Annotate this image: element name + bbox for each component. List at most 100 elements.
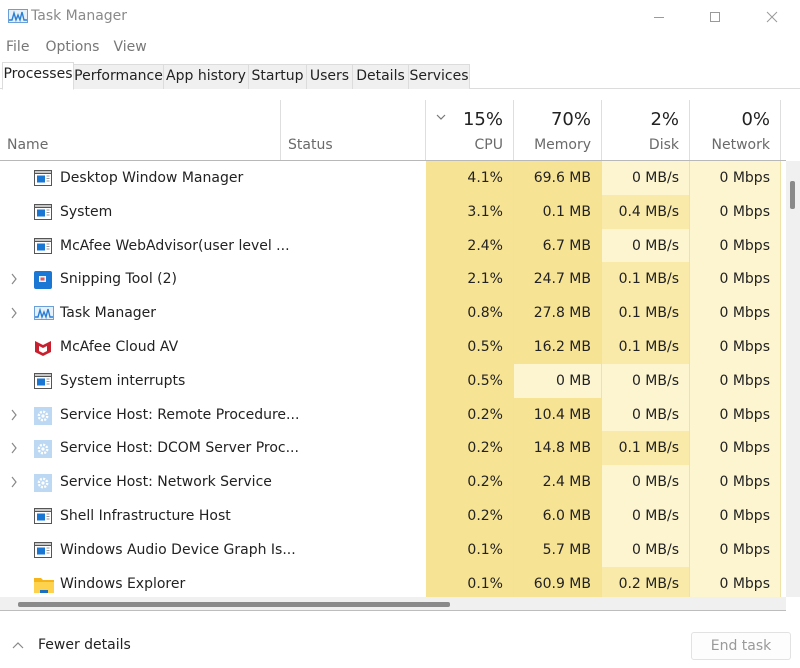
- process-cpu: 4.1%: [426, 161, 514, 195]
- chevron-right-icon[interactable]: [8, 273, 20, 285]
- process-network: 0 Mbps: [690, 363, 781, 398]
- vertical-scrollbar[interactable]: [786, 161, 800, 597]
- column-network[interactable]: 0% Network: [690, 100, 781, 160]
- process-cpu: 2.1%: [426, 262, 514, 297]
- process-name: Service Host: Network Service: [60, 474, 272, 491]
- column-cpu[interactable]: 15% CPU: [426, 100, 514, 160]
- close-button[interactable]: [749, 0, 795, 34]
- minimize-button[interactable]: [636, 0, 682, 34]
- maximize-button[interactable]: [692, 0, 738, 34]
- menu-view[interactable]: View: [113, 39, 147, 55]
- process-cpu: 2.4%: [426, 228, 514, 263]
- process-status: [281, 567, 426, 597]
- table-row[interactable]: Service Host: Remote Procedure... 0.2% 10.…: [0, 397, 786, 432]
- process-network: 0 Mbps: [690, 194, 781, 229]
- process-cpu: 0.2%: [426, 431, 514, 466]
- tab-details[interactable]: Details: [352, 64, 409, 89]
- process-name: Desktop Window Manager: [60, 170, 244, 186]
- chevron-right-icon[interactable]: [8, 476, 20, 488]
- maximize-icon: [710, 12, 720, 22]
- process-disk: 0 MB/s: [602, 499, 690, 533]
- column-status[interactable]: Status: [281, 100, 426, 160]
- table-row[interactable]: System 3.1% 0.1 MB 0.4 MB/s 0 Mbps: [0, 194, 786, 229]
- table-row[interactable]: Task Manager 0.8% 27.8 MB 0.1 MB/s 0 Mbps: [0, 296, 786, 331]
- task-manager-icon: [34, 305, 54, 321]
- process-network: 0 Mbps: [690, 532, 781, 567]
- column-memory[interactable]: 70% Memory: [514, 100, 602, 160]
- column-name[interactable]: Name: [0, 100, 281, 160]
- tab-processes[interactable]: Processes: [2, 62, 74, 90]
- table-row[interactable]: Service Host: DCOM Server Proc... 0.2% 14.…: [0, 431, 786, 466]
- chevron-right-icon[interactable]: [8, 442, 20, 454]
- chevron-right-icon[interactable]: [8, 409, 20, 421]
- process-name: Snipping Tool (2): [60, 271, 177, 288]
- process-status: [281, 364, 426, 398]
- horizontal-scrollbar[interactable]: [0, 597, 786, 611]
- process-status: [281, 533, 426, 567]
- process-status: [281, 499, 426, 533]
- tab-app-history[interactable]: App history: [163, 64, 249, 89]
- table-row[interactable]: Desktop Window Manager 4.1% 69.6 MB 0 MB/s 0…: [0, 161, 786, 195]
- menu-file[interactable]: File: [6, 39, 30, 55]
- tab-bar: Processes Performance App history Startu…: [0, 62, 800, 90]
- table-row[interactable]: Shell Infrastructure Host 0.2% 6.0 MB 0 MB/…: [0, 499, 786, 533]
- process-cpu: 0.5%: [426, 330, 514, 364]
- title-bar: Task Manager: [0, 0, 800, 34]
- gear-icon: [34, 440, 52, 459]
- snipping-tool-icon: [34, 271, 52, 290]
- footer: Fewer details End task: [0, 612, 800, 668]
- window-icon: [34, 508, 52, 524]
- window-icon: [34, 170, 52, 186]
- process-status: [281, 262, 426, 296]
- process-status: [281, 330, 426, 364]
- vertical-scroll-thumb[interactable]: [790, 181, 795, 209]
- window-icon: [34, 203, 52, 220]
- folder-icon: [34, 576, 54, 593]
- column-disk[interactable]: 2% Disk: [602, 100, 690, 160]
- process-network: 0 Mbps: [690, 296, 781, 331]
- process-cpu: 0.5%: [426, 363, 514, 398]
- cpu-total: 15%: [462, 109, 503, 130]
- process-cpu: 0.1%: [426, 532, 514, 567]
- table-row[interactable]: McAfee Cloud AV 0.5% 16.2 MB 0.1 MB/s 0 Mbps: [0, 330, 786, 364]
- process-memory: 24.7 MB: [514, 262, 602, 297]
- process-status: [281, 195, 426, 229]
- process-cpu: 0.1%: [426, 566, 514, 597]
- window-icon: [34, 541, 52, 558]
- table-row[interactable]: Service Host: Network Service 0.2% 2.4 MB 0…: [0, 465, 786, 500]
- end-task-button[interactable]: End task: [691, 632, 791, 660]
- process-cpu: 0.2%: [426, 397, 514, 432]
- table-row[interactable]: System interrupts 0.5% 0 MB 0 MB/s 0 Mbps: [0, 363, 786, 398]
- menu-options[interactable]: Options: [45, 39, 100, 55]
- column-network-label: Network: [711, 137, 770, 153]
- process-network: 0 Mbps: [690, 228, 781, 263]
- process-name: Service Host: DCOM Server Proc...: [60, 440, 299, 457]
- tab-performance[interactable]: Performance: [73, 64, 164, 89]
- table-row[interactable]: Windows Audio Device Graph Is... 0.1% 5.7 …: [0, 532, 786, 567]
- process-status: [281, 398, 426, 432]
- process-status: [281, 161, 426, 195]
- process-name: McAfee WebAdvisor(user level ...: [60, 237, 290, 254]
- process-disk: 0.2 MB/s: [602, 566, 690, 597]
- horizontal-scroll-thumb[interactable]: [18, 602, 450, 607]
- process-memory: 0.1 MB: [514, 194, 602, 229]
- table-row[interactable]: Windows Explorer 0.1% 60.9 MB 0.2 MB/s 0 Mbp…: [0, 566, 786, 597]
- task-manager-icon: [8, 9, 28, 23]
- process-network: 0 Mbps: [690, 262, 781, 297]
- tab-startup[interactable]: Startup: [248, 64, 307, 89]
- table-row[interactable]: Snipping Tool (2) 2.1% 24.7 MB 0.1 MB/s 0 Mb…: [0, 262, 786, 297]
- tab-services[interactable]: Services: [408, 64, 470, 89]
- process-name: System interrupts: [60, 372, 186, 389]
- fewer-details-button[interactable]: Fewer details: [12, 637, 131, 653]
- process-disk: 0 MB/s: [602, 363, 690, 398]
- process-network: 0 Mbps: [690, 465, 781, 500]
- tab-users[interactable]: Users: [306, 64, 353, 89]
- window-title: Task Manager: [31, 8, 128, 24]
- gear-icon: [34, 406, 52, 425]
- process-memory: 5.7 MB: [514, 532, 602, 567]
- process-status: [281, 229, 426, 263]
- table-row[interactable]: McAfee WebAdvisor(user level ... 2.4% 6.7 …: [0, 228, 786, 263]
- process-disk: 0.1 MB/s: [602, 296, 690, 331]
- chevron-right-icon[interactable]: [8, 307, 20, 319]
- process-disk: 0 MB/s: [602, 465, 690, 500]
